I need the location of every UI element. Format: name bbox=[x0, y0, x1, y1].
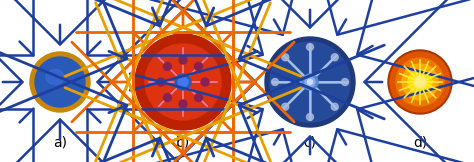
Ellipse shape bbox=[402, 64, 438, 100]
Ellipse shape bbox=[46, 69, 64, 85]
Ellipse shape bbox=[282, 54, 289, 61]
Ellipse shape bbox=[396, 58, 444, 106]
Ellipse shape bbox=[331, 54, 338, 61]
Ellipse shape bbox=[135, 34, 231, 130]
Ellipse shape bbox=[307, 44, 313, 51]
Ellipse shape bbox=[272, 79, 279, 86]
Circle shape bbox=[179, 56, 187, 64]
Circle shape bbox=[157, 78, 165, 86]
Ellipse shape bbox=[175, 74, 191, 90]
Text: b): b) bbox=[176, 136, 190, 150]
Ellipse shape bbox=[307, 114, 313, 121]
Circle shape bbox=[201, 78, 209, 86]
Circle shape bbox=[179, 100, 187, 108]
Ellipse shape bbox=[308, 80, 312, 85]
Ellipse shape bbox=[145, 44, 221, 120]
Text: a): a) bbox=[53, 136, 67, 150]
Ellipse shape bbox=[408, 70, 432, 94]
Ellipse shape bbox=[270, 42, 350, 122]
Ellipse shape bbox=[302, 74, 318, 90]
Ellipse shape bbox=[265, 37, 355, 127]
Ellipse shape bbox=[35, 57, 85, 107]
Ellipse shape bbox=[30, 52, 90, 112]
Ellipse shape bbox=[282, 103, 289, 110]
Circle shape bbox=[164, 62, 172, 70]
Ellipse shape bbox=[390, 52, 450, 112]
Circle shape bbox=[194, 94, 202, 102]
Ellipse shape bbox=[388, 50, 452, 114]
Ellipse shape bbox=[414, 76, 426, 88]
Ellipse shape bbox=[178, 77, 188, 87]
Ellipse shape bbox=[305, 77, 315, 87]
Ellipse shape bbox=[341, 79, 348, 86]
Ellipse shape bbox=[331, 103, 338, 110]
Text: c): c) bbox=[303, 136, 317, 150]
Circle shape bbox=[194, 62, 202, 70]
Circle shape bbox=[164, 94, 172, 102]
Text: d): d) bbox=[413, 136, 427, 150]
